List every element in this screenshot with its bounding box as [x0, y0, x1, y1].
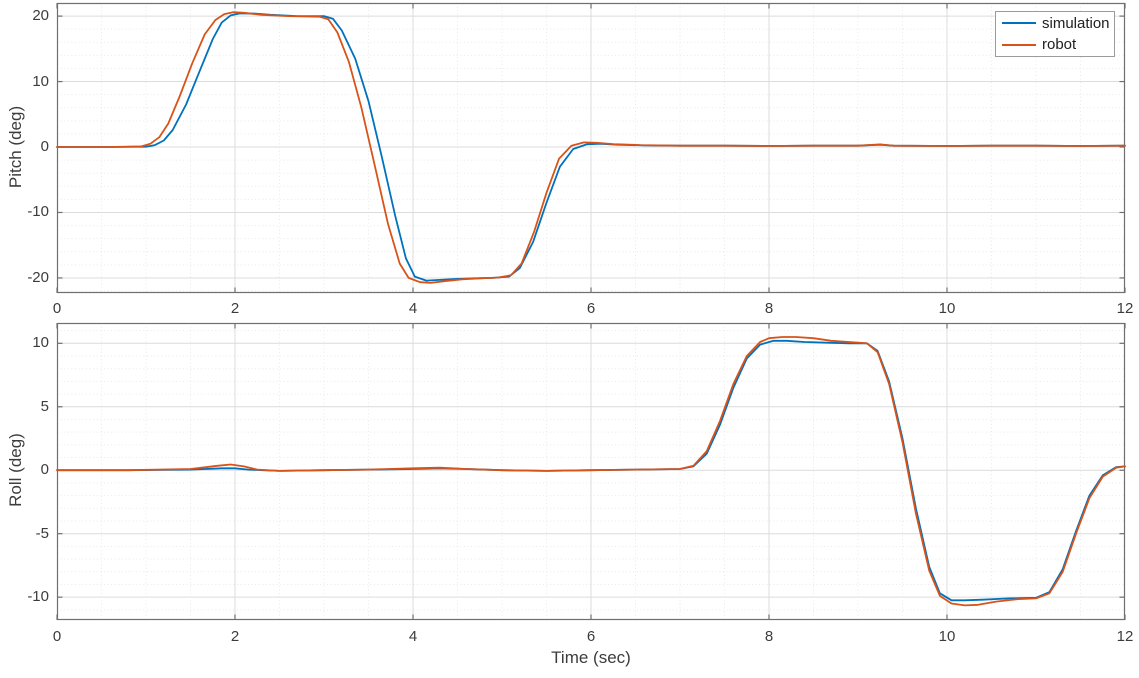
y-tick-label: -20	[27, 268, 49, 286]
x-tick-label: 12	[1116, 628, 1134, 645]
legend[interactable]: simulation robot	[995, 11, 1115, 57]
x-tick-label: 2	[230, 300, 240, 317]
x-tick-label: 10	[938, 628, 956, 645]
y-tick-label: 20	[32, 7, 49, 25]
x-tick-label: 6	[586, 628, 596, 645]
x-tick-label: 8	[764, 628, 774, 645]
x-tick-label: 0	[52, 300, 62, 317]
pitch-plot-canvas	[56, 2, 1126, 294]
y-tick-label: 10	[32, 72, 49, 90]
robot-line-sample	[1002, 43, 1036, 46]
y-tick-label: -5	[35, 524, 49, 542]
y-tick-label: -10	[27, 588, 49, 606]
legend-label-simulation: simulation	[1042, 14, 1110, 32]
x-tick-label: 2	[230, 628, 240, 645]
y-tick-label: 0	[40, 461, 49, 479]
x-tick-label: 0	[52, 628, 62, 645]
legend-item-robot[interactable]: robot	[996, 34, 1114, 55]
x-tick-label: 10	[938, 300, 956, 317]
x-tick-label: 6	[586, 300, 596, 317]
simulation-line-sample	[1002, 22, 1036, 25]
series-line-robot	[56, 336, 1126, 607]
y-tick-label: 10	[32, 334, 49, 352]
y-tick-label: -10	[27, 203, 49, 221]
x-tick-label: 4	[408, 628, 418, 645]
y-tick-label: 0	[40, 138, 49, 156]
roll-plot-canvas	[56, 322, 1126, 621]
x-tick-label: 12	[1116, 300, 1134, 317]
x-tick-label: 4	[408, 300, 418, 317]
x-tick-label: 8	[764, 300, 774, 317]
legend-label-robot: robot	[1042, 36, 1077, 54]
time-axis-label: Time (sec)	[551, 648, 631, 667]
y-tick-label: 5	[40, 397, 49, 415]
legend-item-simulation[interactable]: simulation	[996, 13, 1114, 34]
series-line-robot	[56, 11, 1126, 284]
